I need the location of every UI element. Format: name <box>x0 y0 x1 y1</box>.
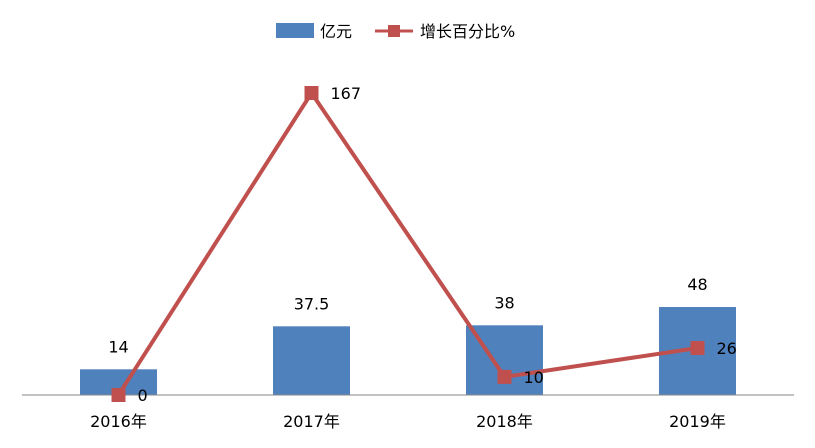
legend-swatch-bar <box>276 23 314 38</box>
legend-swatch-marker <box>388 25 400 37</box>
line-series <box>111 86 705 402</box>
bar-value-label: 48 <box>687 275 707 294</box>
line-value-label: 10 <box>524 368 544 387</box>
line-marker <box>304 86 319 100</box>
growth-line <box>116 89 698 397</box>
legend-label-bar: 亿元 <box>320 22 352 41</box>
bar-data-labels: 14 37.5 38 48 <box>108 275 707 356</box>
x-tick-label: 2017年 <box>283 412 340 431</box>
legend: 亿元 增长百分比% <box>276 22 515 41</box>
bar-value-label: 38 <box>494 293 514 312</box>
bar-2017年 <box>273 326 350 396</box>
line-value-label: 26 <box>717 339 737 358</box>
x-tick-label: 2016年 <box>90 412 147 431</box>
legend-label-line: 增长百分比% <box>420 22 515 41</box>
line-value-label: 0 <box>138 386 148 405</box>
line-marker <box>690 341 705 355</box>
x-tick-label: 2018年 <box>476 412 533 431</box>
line-marker <box>497 369 512 384</box>
x-tick-label: 2019年 <box>669 412 726 431</box>
line-data-labels: 0 167 10 26 <box>138 84 737 405</box>
line-marker <box>111 388 126 402</box>
line-value-label: 167 <box>331 84 362 103</box>
x-axis-ticks: 2016年 2017年 2018年 2019年 <box>90 412 726 431</box>
bar-series <box>80 307 736 396</box>
bar-value-label: 37.5 <box>294 294 330 313</box>
bar-value-label: 14 <box>108 337 128 356</box>
